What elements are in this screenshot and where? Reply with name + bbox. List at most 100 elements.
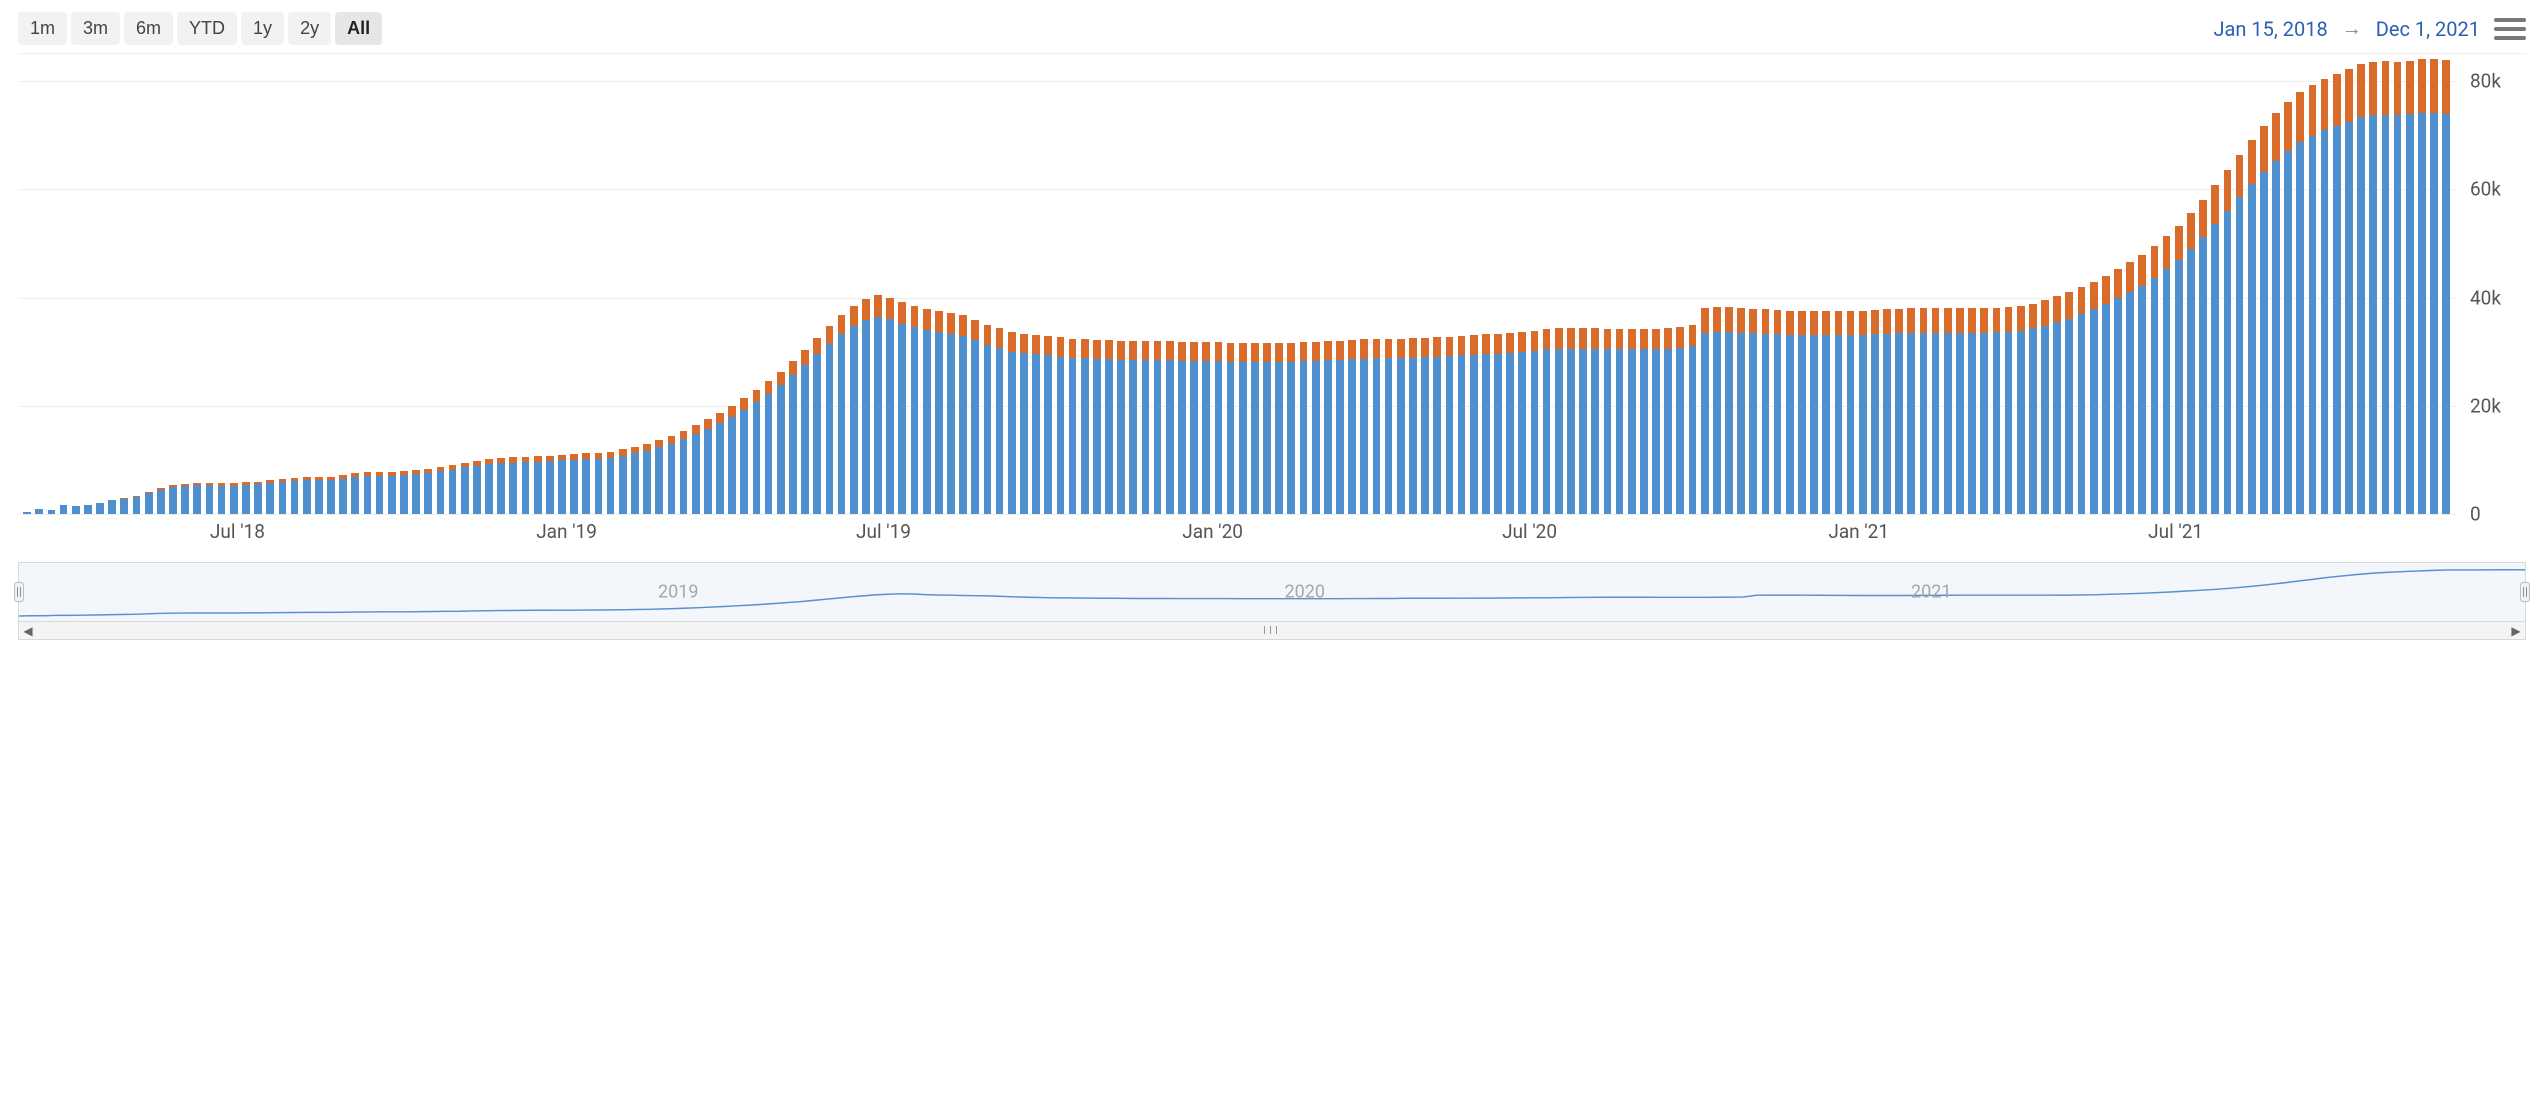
range-button-all[interactable]: All <box>335 12 382 45</box>
bar[interactable] <box>824 54 834 514</box>
bar[interactable] <box>2125 54 2135 514</box>
bar[interactable] <box>982 54 992 514</box>
bar[interactable] <box>776 54 786 514</box>
bar[interactable] <box>849 54 859 514</box>
bar[interactable] <box>156 54 166 514</box>
bar[interactable] <box>1238 54 1248 514</box>
bar[interactable] <box>1700 54 1710 514</box>
bar[interactable] <box>289 54 299 514</box>
bar[interactable] <box>2344 54 2354 514</box>
bar[interactable] <box>1687 54 1697 514</box>
bar[interactable] <box>1760 54 1770 514</box>
bar[interactable] <box>1542 54 1552 514</box>
bar[interactable] <box>1736 54 1746 514</box>
bar[interactable] <box>691 54 701 514</box>
bar[interactable] <box>545 54 555 514</box>
navigator-scrollbar[interactable]: ◀ III ▶ <box>18 622 2526 640</box>
bar[interactable] <box>909 54 919 514</box>
bar[interactable] <box>1007 54 1017 514</box>
bar[interactable] <box>2003 54 2013 514</box>
bar[interactable] <box>1116 54 1126 514</box>
bar[interactable] <box>1444 54 1454 514</box>
bar[interactable] <box>2174 54 2184 514</box>
bar[interactable] <box>520 54 530 514</box>
bar[interactable] <box>131 54 141 514</box>
bar[interactable] <box>2405 54 2415 514</box>
bar[interactable] <box>1906 54 1916 514</box>
bar[interactable] <box>1590 54 1600 514</box>
bar[interactable] <box>435 54 445 514</box>
bar[interactable] <box>1165 54 1175 514</box>
bar[interactable] <box>922 54 932 514</box>
bar[interactable] <box>2162 54 2172 514</box>
bar[interactable] <box>934 54 944 514</box>
range-button-1y[interactable]: 1y <box>241 12 284 45</box>
bar[interactable] <box>1809 54 1819 514</box>
bar[interactable] <box>1104 54 1114 514</box>
bar[interactable] <box>2052 54 2062 514</box>
bar[interactable] <box>2028 54 2038 514</box>
bar[interactable] <box>1493 54 1503 514</box>
bar[interactable] <box>812 54 822 514</box>
bar[interactable] <box>885 54 895 514</box>
bar[interactable] <box>569 54 579 514</box>
bar[interactable] <box>46 54 56 514</box>
bar[interactable] <box>1614 54 1624 514</box>
bar[interactable] <box>1505 54 1515 514</box>
bar[interactable] <box>1080 54 1090 514</box>
bar[interactable] <box>326 54 336 514</box>
bar[interactable] <box>1335 54 1345 514</box>
bar[interactable] <box>265 54 275 514</box>
bar[interactable] <box>958 54 968 514</box>
bar[interactable] <box>2332 54 2342 514</box>
bar[interactable] <box>2137 54 2147 514</box>
bar[interactable] <box>1189 54 1199 514</box>
bar[interactable] <box>1967 54 1977 514</box>
bar[interactable] <box>2186 54 2196 514</box>
bar[interactable] <box>533 54 543 514</box>
bar[interactable] <box>399 54 409 514</box>
bar[interactable] <box>350 54 360 514</box>
bar[interactable] <box>739 54 749 514</box>
bar[interactable] <box>1554 54 1564 514</box>
bar[interactable] <box>630 54 640 514</box>
bar[interactable] <box>2380 54 2390 514</box>
bar[interactable] <box>1432 54 1442 514</box>
bar[interactable] <box>2441 54 2451 514</box>
bar[interactable] <box>1882 54 1892 514</box>
bar[interactable] <box>1712 54 1722 514</box>
bar[interactable] <box>1651 54 1661 514</box>
bar[interactable] <box>447 54 457 514</box>
bar[interactable] <box>229 54 239 514</box>
scroll-grip[interactable]: III <box>37 624 2507 637</box>
date-from-link[interactable]: Jan 15, 2018 <box>2213 17 2327 41</box>
bar[interactable] <box>654 54 664 514</box>
bar[interactable] <box>788 54 798 514</box>
bar[interactable] <box>2101 54 2111 514</box>
bar[interactable] <box>22 54 32 514</box>
bar[interactable] <box>1311 54 1321 514</box>
bar[interactable] <box>314 54 324 514</box>
bar[interactable] <box>204 54 214 514</box>
bar[interactable] <box>2222 54 2232 514</box>
bar[interactable] <box>411 54 421 514</box>
bar[interactable] <box>1019 54 1029 514</box>
navigator-handle-left[interactable] <box>14 582 24 602</box>
bar[interactable] <box>484 54 494 514</box>
bar[interactable] <box>34 54 44 514</box>
date-to-link[interactable]: Dec 1, 2021 <box>2376 17 2480 41</box>
bar[interactable] <box>1773 54 1783 514</box>
bar[interactable] <box>1274 54 1284 514</box>
bar[interactable] <box>1627 54 1637 514</box>
bar[interactable] <box>1566 54 1576 514</box>
bar[interactable] <box>387 54 397 514</box>
bar[interactable] <box>727 54 737 514</box>
bar[interactable] <box>1055 54 1065 514</box>
bar[interactable] <box>2307 54 2317 514</box>
navigator-plot[interactable]: 201920202021 <box>18 562 2526 622</box>
scroll-left-icon[interactable]: ◀ <box>19 622 37 639</box>
bar[interactable] <box>83 54 93 514</box>
bar[interactable] <box>2234 54 2244 514</box>
bar[interactable] <box>1347 54 1357 514</box>
bar[interactable] <box>375 54 385 514</box>
